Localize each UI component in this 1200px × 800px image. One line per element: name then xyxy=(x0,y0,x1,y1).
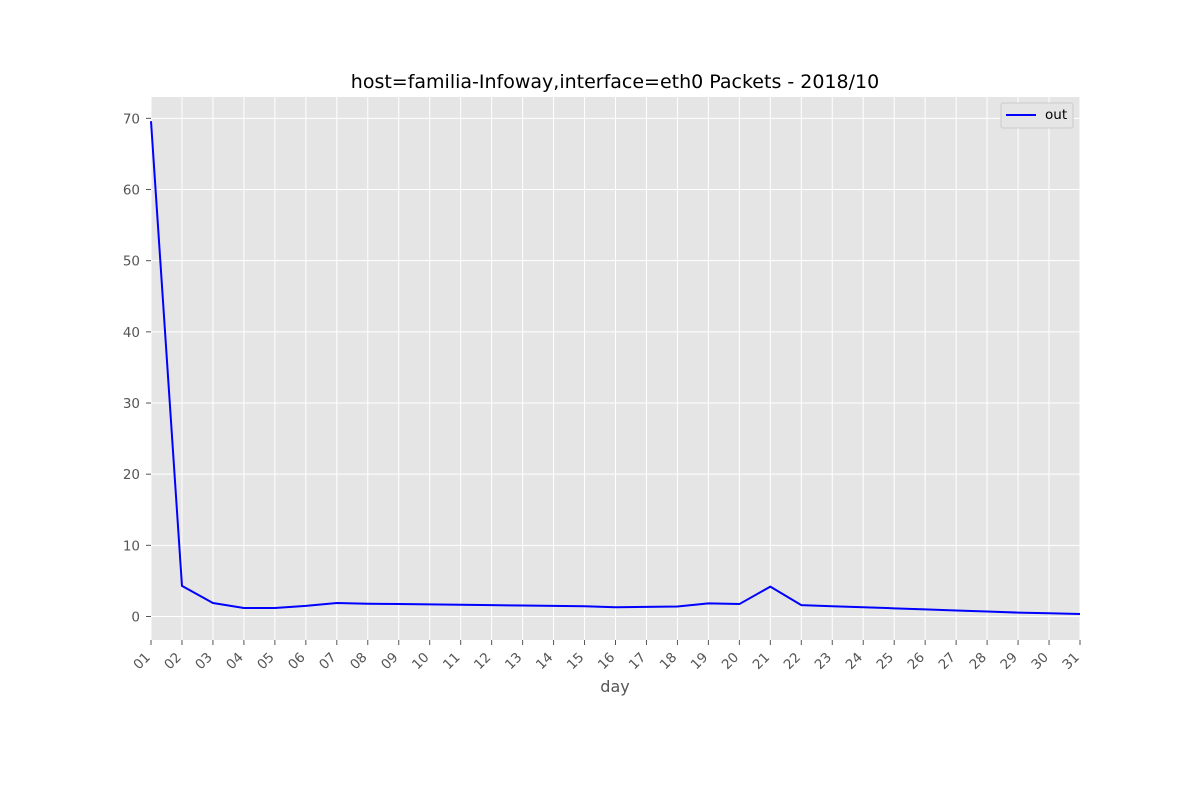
x-tick-label: 28 xyxy=(966,650,989,673)
x-tick-label: 10 xyxy=(409,650,432,673)
x-tick-label: 27 xyxy=(935,650,958,673)
x-tick-label: 08 xyxy=(347,650,370,673)
x-tick-label: 31 xyxy=(1059,650,1082,673)
x-tick-label: 17 xyxy=(626,650,649,673)
series-group xyxy=(150,121,1081,616)
x-tick-label: 13 xyxy=(502,650,525,673)
x-tick-label: 04 xyxy=(223,650,246,673)
x-tick-label: 11 xyxy=(440,650,463,673)
x-tick-label: 23 xyxy=(812,650,835,673)
x-axis-ticks: 01 02 03 04 05 06 07 08 09 10 11 12 13 14 15 16 17 18 19 20… xyxy=(130,640,1083,673)
x-tick-label: 18 xyxy=(657,650,680,673)
x-tick-label: 14 xyxy=(533,650,556,673)
y-tick-label: 40 xyxy=(123,325,140,341)
x-tick-label: 30 xyxy=(1028,650,1051,673)
x-tick-label: 01 xyxy=(130,650,153,673)
x-tick-label: 16 xyxy=(595,650,618,673)
y-tick-label: 60 xyxy=(123,183,140,199)
legend: out xyxy=(1000,102,1074,129)
chart-title: host=familia-Infoway,interface=eth0 Pack… xyxy=(351,71,879,93)
x-tick-label: 06 xyxy=(285,650,308,673)
x-tick-label: 12 xyxy=(471,650,494,673)
x-tick-label: 22 xyxy=(781,650,804,673)
grid-lines xyxy=(150,97,1081,640)
x-tick-label: 02 xyxy=(161,650,184,673)
legend-label-out: out xyxy=(1045,107,1067,123)
x-tick-label: 07 xyxy=(316,650,339,673)
y-tick-label: 10 xyxy=(123,538,140,554)
y-tick-label: 0 xyxy=(131,610,140,626)
legend-box xyxy=(1000,102,1074,129)
y-tick-label: 20 xyxy=(123,467,140,483)
x-tick-label: 19 xyxy=(688,650,711,673)
x-axis-label: day xyxy=(600,677,629,696)
x-tick-label: 29 xyxy=(997,650,1020,673)
y-tick-label: 30 xyxy=(123,396,140,412)
y-tick-label: 50 xyxy=(123,254,140,270)
x-tick-label: 20 xyxy=(719,650,742,673)
x-tick-label: 21 xyxy=(750,650,773,673)
y-axis-ticks: 0 10 20 30 40 50 60 70 xyxy=(123,111,151,626)
y-tick-label: 70 xyxy=(123,111,140,127)
x-tick-label: 15 xyxy=(564,650,587,673)
x-tick-label: 25 xyxy=(874,650,897,673)
x-tick-label: 24 xyxy=(843,650,866,673)
x-tick-label: 09 xyxy=(378,650,401,673)
x-tick-label: 26 xyxy=(905,650,928,673)
x-tick-label: 05 xyxy=(254,650,277,673)
x-tick-label: 03 xyxy=(192,650,215,673)
